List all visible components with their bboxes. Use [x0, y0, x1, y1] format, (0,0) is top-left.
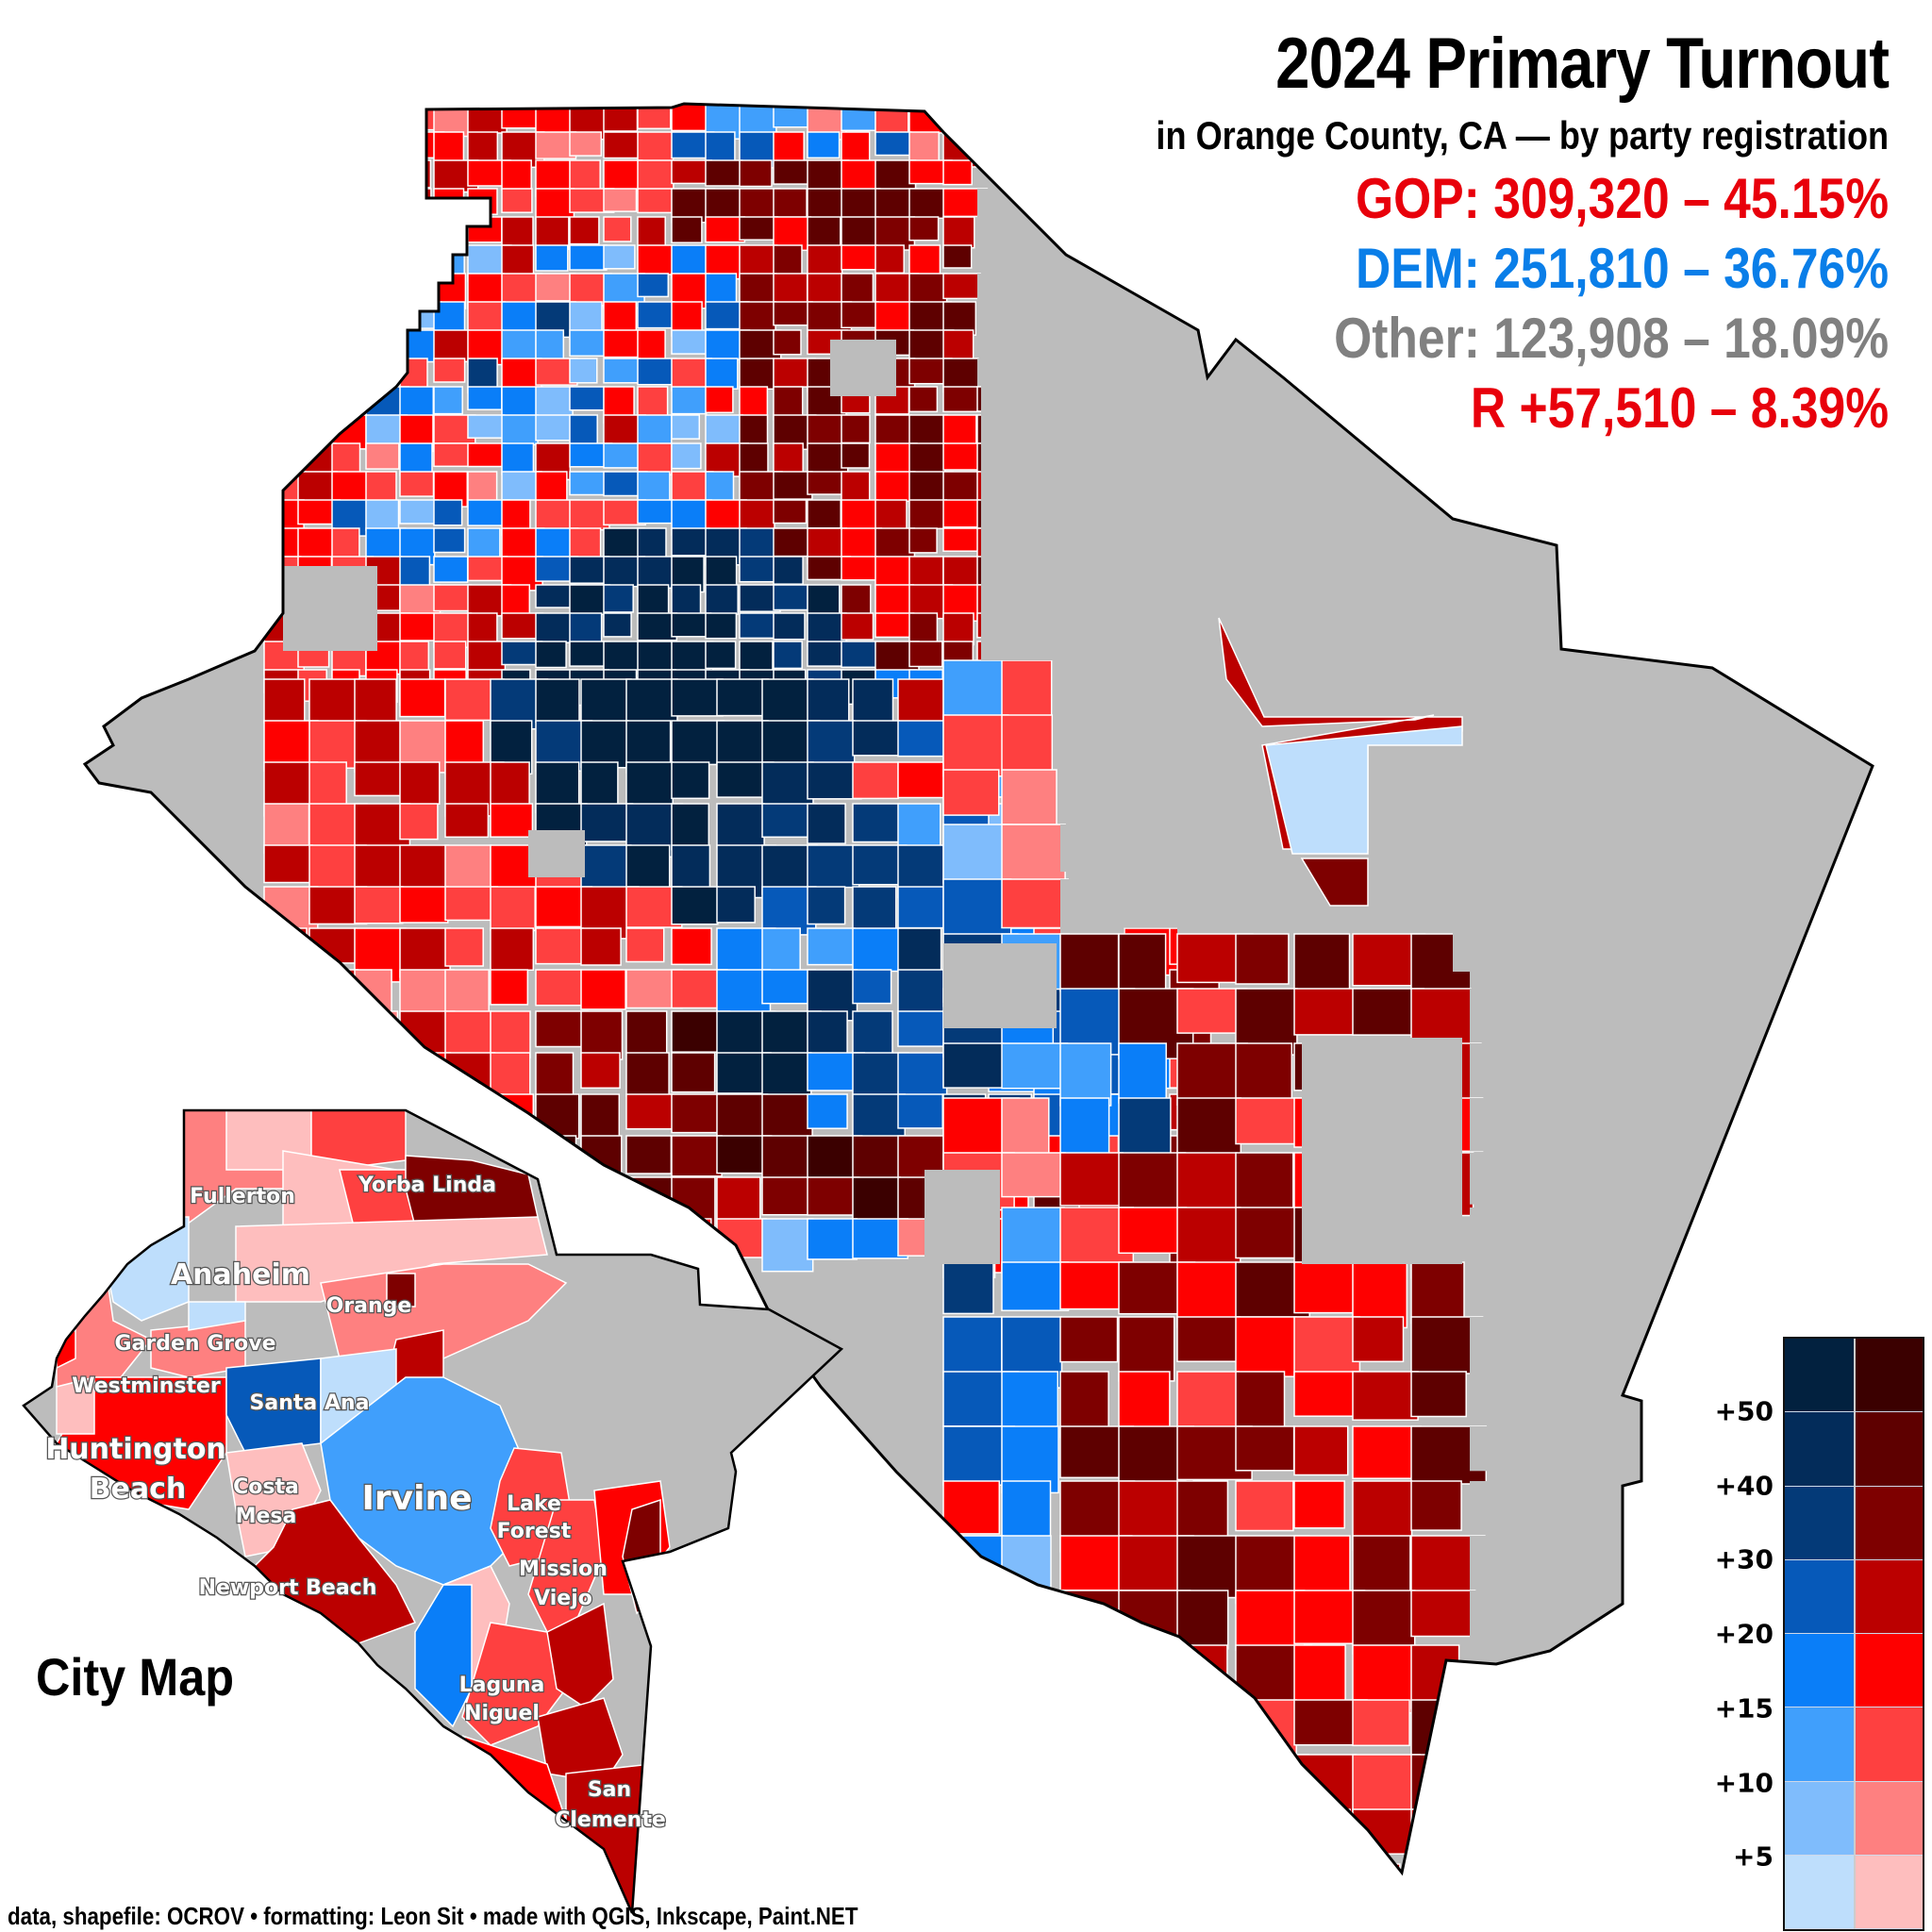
legend-swatch-gop	[1854, 1486, 1923, 1560]
city-label: Niguel	[464, 1702, 540, 1725]
stat-other: Other: 123,908 – 18.09%	[1156, 304, 1889, 374]
legend-tick: +5	[1733, 1840, 1774, 1873]
legend-tick: +30	[1714, 1543, 1774, 1575]
legend-tick: +20	[1714, 1618, 1774, 1650]
color-legend	[1783, 1337, 1924, 1931]
city-label: Beach	[90, 1473, 187, 1506]
legend-tick: +40	[1714, 1470, 1774, 1501]
legend-swatch-dem	[1785, 1855, 1854, 1929]
legend-tick: +15	[1714, 1692, 1774, 1724]
legend-swatch-gop	[1854, 1781, 1923, 1856]
stat-margin: R +57,510 – 8.39%	[1156, 374, 1889, 443]
credits: data, shapefile: OCROV • formatting: Leo…	[8, 1902, 858, 1930]
legend-swatch-dem	[1785, 1339, 1854, 1413]
city-label: Laguna	[459, 1674, 545, 1697]
legend-swatch-dem	[1785, 1781, 1854, 1856]
stat-other-value: 123,908 – 18.09%	[1493, 307, 1889, 370]
city-label: Santa Ana	[250, 1391, 370, 1415]
city-label: Fullerton	[190, 1185, 295, 1208]
city-label: Yorba Linda	[358, 1174, 496, 1197]
city-label: Anaheim	[171, 1258, 310, 1291]
city-label: Viejo	[534, 1587, 592, 1610]
legend-swatch-gop	[1854, 1559, 1923, 1634]
legend-swatch-gop	[1854, 1339, 1923, 1413]
city-label: Garden Grove	[114, 1332, 275, 1356]
legend-swatch-dem	[1785, 1486, 1854, 1560]
stat-gop-label: GOP:	[1355, 167, 1480, 230]
legend-tick: +50	[1714, 1395, 1774, 1427]
city-label: Clemente	[555, 1808, 666, 1832]
city-label: Lake	[507, 1492, 561, 1516]
legend-swatch-dem	[1785, 1634, 1854, 1708]
city-label: San	[588, 1778, 631, 1802]
title-block: 2024 Primary Turnout in Orange County, C…	[1037, 24, 1890, 443]
stat-dem: DEM: 251,810 – 36.76%	[1156, 234, 1889, 304]
stat-other-label: Other:	[1333, 307, 1480, 370]
city-label: Irvine	[362, 1479, 473, 1518]
legend-swatch-gop	[1854, 1855, 1923, 1929]
city-label: Huntington	[45, 1433, 226, 1466]
stat-gop-value: 309,320 – 45.15%	[1493, 167, 1889, 230]
map-title: 2024 Primary Turnout	[1275, 24, 1890, 104]
city-label: Newport Beach	[199, 1576, 377, 1600]
legend-swatch-dem	[1785, 1707, 1854, 1782]
legend-swatch-dem	[1785, 1559, 1854, 1634]
city-label: Mission	[519, 1557, 608, 1581]
legend-swatch-gop	[1854, 1412, 1923, 1487]
inset-title: City Map	[36, 1647, 235, 1707]
city-label: Forest	[497, 1520, 572, 1543]
city-label: Mesa	[236, 1505, 297, 1528]
stat-dem-label: DEM:	[1355, 237, 1480, 300]
legend-tick: +10	[1714, 1767, 1774, 1798]
legend-tick-labels: +50 +40 +30 +20 +15 +10 +5	[1698, 1337, 1774, 1931]
legend-swatch-gop	[1854, 1707, 1923, 1782]
legend-swatch-dem	[1785, 1412, 1854, 1487]
city-labels: Fullerton Yorba Linda Anaheim Orange Garden …	[44, 1173, 667, 1834]
stat-margin-value: +57,510 – 8.39%	[1519, 376, 1889, 440]
city-label: Costa	[233, 1475, 299, 1499]
stat-gop: GOP: 309,320 – 45.15%	[1156, 164, 1889, 234]
city-label: Westminster	[72, 1374, 221, 1398]
legend-swatch-gop	[1854, 1634, 1923, 1708]
city-label: Orange	[326, 1294, 412, 1318]
map-subtitle: in Orange County, CA — by party registra…	[1156, 113, 1889, 158]
stat-margin-label: R	[1470, 376, 1507, 440]
stat-dem-value: 251,810 – 36.76%	[1493, 237, 1889, 300]
